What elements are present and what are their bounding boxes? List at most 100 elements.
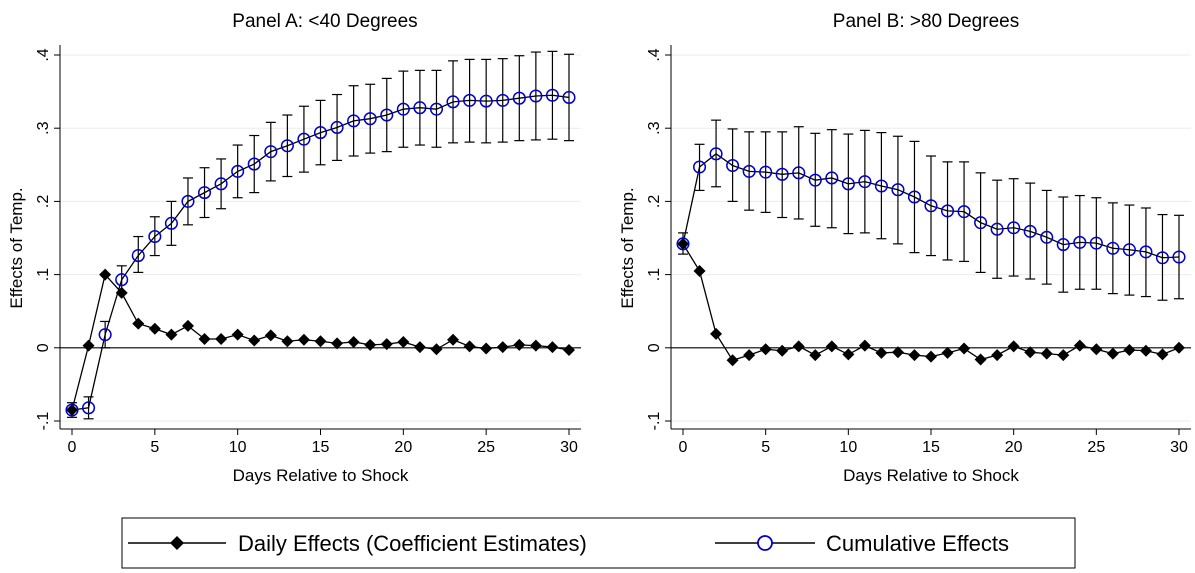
cumulative-point bbox=[529, 89, 543, 103]
cumulative-point bbox=[429, 102, 444, 116]
y-tick-label: -.1 bbox=[646, 412, 663, 431]
daily-point bbox=[331, 337, 344, 350]
cumulative-point bbox=[82, 401, 96, 415]
daily-point bbox=[908, 349, 921, 362]
cumulative-point bbox=[496, 93, 510, 107]
cumulative-point bbox=[1172, 250, 1186, 264]
cumulative-point bbox=[98, 328, 112, 342]
daily-point bbox=[529, 339, 542, 352]
cumulative-point bbox=[181, 194, 195, 208]
cumulative-point bbox=[115, 273, 129, 287]
daily-point bbox=[248, 334, 261, 347]
legend-label: Daily Effects (Coefficient Estimates) bbox=[238, 531, 587, 556]
daily-point bbox=[1123, 343, 1136, 356]
daily-point bbox=[825, 340, 838, 353]
daily-point bbox=[925, 350, 937, 363]
daily-point bbox=[297, 333, 310, 346]
cumulative-point bbox=[148, 229, 162, 244]
daily-point bbox=[1156, 348, 1169, 361]
daily-point bbox=[132, 317, 145, 330]
cumulative-point bbox=[313, 126, 328, 140]
daily-point bbox=[364, 338, 377, 351]
daily-point bbox=[314, 335, 327, 348]
legend-label: Cumulative Effects bbox=[826, 531, 1009, 556]
daily-point bbox=[1007, 340, 1020, 353]
daily-point bbox=[792, 340, 805, 353]
x-tick-label: 20 bbox=[394, 439, 412, 456]
daily-point bbox=[809, 349, 822, 362]
y-tick-label: .3 bbox=[646, 121, 663, 134]
cumulative-point bbox=[692, 160, 707, 174]
daily-point bbox=[66, 404, 78, 417]
cumulative-point bbox=[858, 175, 872, 189]
cumulative-point bbox=[363, 112, 377, 126]
cumulative-point bbox=[330, 120, 344, 135]
daily-point bbox=[463, 340, 476, 353]
cumulative-point bbox=[479, 94, 493, 108]
daily-point bbox=[875, 346, 888, 359]
cumulative-point bbox=[1040, 230, 1054, 244]
x-tick-label: 15 bbox=[922, 439, 940, 456]
y-tick-label: .2 bbox=[35, 195, 52, 208]
cumulative-point bbox=[1155, 251, 1170, 265]
cumulative-point bbox=[197, 186, 212, 200]
cumulative-point bbox=[512, 91, 526, 105]
cumulative-point bbox=[742, 164, 756, 178]
panel-title: Panel B: >80 Degrees bbox=[833, 11, 1019, 32]
y-tick-label: .4 bbox=[35, 48, 52, 61]
daily-point bbox=[546, 341, 559, 354]
cumulative-point bbox=[874, 179, 888, 193]
daily-point bbox=[726, 354, 739, 367]
cumulative-point bbox=[957, 205, 971, 219]
daily-point bbox=[347, 335, 360, 348]
cumulative-point bbox=[1007, 221, 1021, 235]
cumulative-point bbox=[264, 145, 278, 159]
x-tick-label: 30 bbox=[560, 439, 578, 456]
cumulative-point bbox=[297, 132, 311, 146]
y-axis-label: Effects of Temp. bbox=[7, 187, 26, 308]
daily-point bbox=[148, 322, 161, 335]
daily-point bbox=[1139, 344, 1152, 357]
cumulative-point bbox=[1089, 236, 1103, 250]
cumulative-point bbox=[446, 95, 460, 109]
cumulative-point bbox=[726, 158, 740, 173]
daily-point bbox=[958, 342, 971, 355]
daily-point bbox=[513, 338, 526, 351]
daily-point bbox=[563, 343, 575, 356]
daily-point bbox=[941, 346, 954, 359]
x-tick-label: 5 bbox=[150, 439, 159, 456]
y-tick-label: .4 bbox=[646, 48, 663, 61]
daily-point bbox=[380, 338, 393, 351]
x-tick-label: 5 bbox=[761, 439, 770, 456]
daily-point bbox=[759, 343, 772, 356]
daily-point bbox=[1090, 343, 1103, 356]
cumulative-point bbox=[164, 216, 178, 230]
series-line-cumulative bbox=[71, 94, 570, 411]
daily-point bbox=[858, 339, 871, 352]
x-tick-label: 30 bbox=[1170, 439, 1188, 456]
x-tick-label: 20 bbox=[1005, 439, 1023, 456]
y-tick-label: 0 bbox=[35, 343, 52, 352]
cumulative-point bbox=[709, 147, 723, 161]
legend-diamond-marker bbox=[170, 536, 184, 550]
cumulative-point bbox=[1023, 224, 1037, 238]
cumulative-point bbox=[214, 177, 228, 191]
cumulative-point bbox=[825, 171, 839, 185]
cumulative-point bbox=[231, 164, 245, 178]
cumulative-point bbox=[1106, 241, 1120, 255]
daily-point bbox=[974, 353, 987, 366]
daily-point bbox=[115, 286, 128, 299]
cumulative-point bbox=[347, 114, 361, 128]
cumulative-point bbox=[990, 222, 1004, 236]
x-tick-label: 25 bbox=[477, 439, 495, 456]
daily-point bbox=[413, 341, 426, 354]
cumulative-point bbox=[413, 101, 427, 115]
cumulative-point bbox=[396, 102, 410, 116]
error-bar bbox=[826, 129, 837, 229]
legend-circle-marker bbox=[757, 535, 773, 551]
daily-point bbox=[447, 333, 460, 346]
cumulative-point bbox=[808, 173, 822, 187]
daily-point bbox=[677, 237, 689, 250]
cumulative-point bbox=[841, 177, 855, 191]
